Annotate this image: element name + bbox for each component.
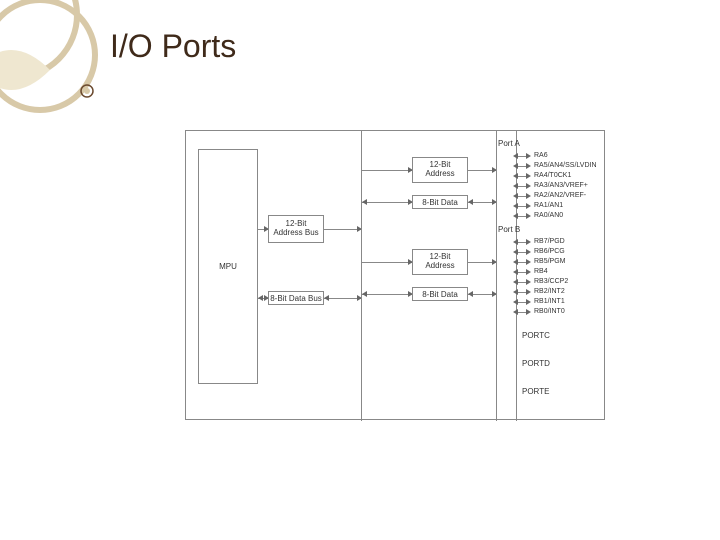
pin-label: RB2/INT2 bbox=[534, 288, 565, 295]
pin-label: RA2/AN2/VREF- bbox=[534, 192, 586, 199]
pin-label: RB5/PGM bbox=[534, 258, 566, 265]
pin-label: RA6 bbox=[534, 152, 548, 159]
port-b-data-label: 8-Bit Data bbox=[422, 290, 458, 299]
port-d-label: PORTD bbox=[522, 359, 550, 368]
port-b-label: Port B bbox=[498, 225, 520, 234]
pin-label: RA1/AN1 bbox=[534, 202, 563, 209]
mpu-block: MPU bbox=[198, 149, 258, 384]
pin-label: RA0/AN0 bbox=[534, 212, 563, 219]
vline-bus bbox=[361, 131, 362, 421]
mpu-label: MPU bbox=[219, 262, 237, 271]
address-bus-box: 12-Bit Address Bus bbox=[268, 215, 324, 243]
port-a-label: Port A bbox=[498, 139, 520, 148]
pin-label: RA5/AN4/SS/LVDIN bbox=[534, 162, 597, 169]
port-a-address-box: 12-Bit Address bbox=[412, 157, 468, 183]
port-a-data-label: 8-Bit Data bbox=[422, 198, 458, 207]
address-bus-label: 12-Bit Address Bus bbox=[273, 220, 318, 238]
port-b-address-box: 12-Bit Address bbox=[412, 249, 468, 275]
pin-label: RB4 bbox=[534, 268, 548, 275]
pin-label: RB3/CCP2 bbox=[534, 278, 568, 285]
port-a-address-label: 12-Bit Address bbox=[425, 161, 454, 179]
vline-ports-left bbox=[496, 131, 497, 421]
pin-label: RB7/PGD bbox=[534, 238, 565, 245]
pin-label: RB6/PCG bbox=[534, 248, 565, 255]
bullet-icon bbox=[80, 84, 94, 98]
data-bus-label: 8-Bit Data Bus bbox=[270, 294, 322, 303]
pin-label: RB0/INT0 bbox=[534, 308, 565, 315]
port-b-data-box: 8-Bit Data bbox=[412, 287, 468, 301]
port-a-data-box: 8-Bit Data bbox=[412, 195, 468, 209]
data-bus-box: 8-Bit Data Bus bbox=[268, 291, 324, 305]
io-ports-diagram: MPU 12-Bit Address Bus 8-Bit Data Bus 12… bbox=[185, 130, 605, 420]
pin-label: RA4/T0CK1 bbox=[534, 172, 571, 179]
page-title: I/O Ports bbox=[110, 28, 236, 65]
port-b-address-label: 12-Bit Address bbox=[425, 253, 454, 271]
pin-label: RA3/AN3/VREF+ bbox=[534, 182, 588, 189]
corner-decoration bbox=[0, 0, 120, 120]
pin-label: RB1/INT1 bbox=[534, 298, 565, 305]
port-e-label: PORTE bbox=[522, 387, 549, 396]
port-c-label: PORTC bbox=[522, 331, 550, 340]
